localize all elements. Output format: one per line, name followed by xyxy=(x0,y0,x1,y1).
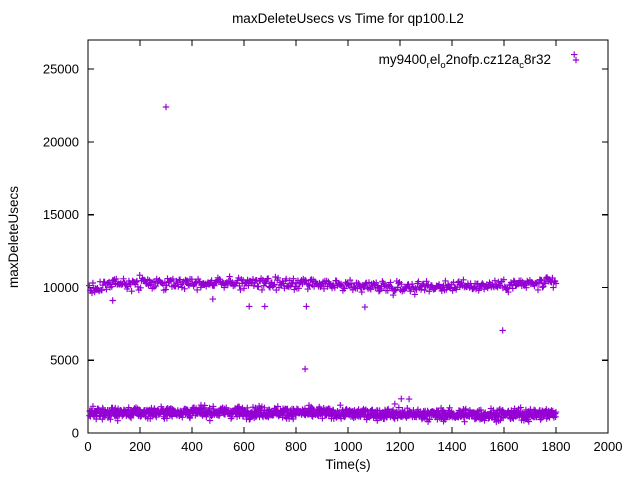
legend[interactable]: my9400relo2nofp.cz12ac8r32 xyxy=(379,52,580,71)
y-tick-label: 5000 xyxy=(50,353,79,368)
x-tick-label: 1000 xyxy=(334,439,363,454)
legend-series-label: my9400relo2nofp.cz12ac8r32 xyxy=(379,52,551,71)
x-axis-ticks: 0 200 400 600 800 1000 1200 1400 1600 1800 2000 xyxy=(84,40,622,454)
x-tick-label: 1800 xyxy=(542,439,571,454)
x-tick-label: 200 xyxy=(129,439,151,454)
y-tick-label: 25000 xyxy=(43,62,79,77)
y-tick-label: 0 xyxy=(72,426,79,441)
x-tick-label: 800 xyxy=(285,439,307,454)
legend-marker-icon xyxy=(572,56,580,64)
chart-title: maxDeleteUsecs vs Time for qp100.L2 xyxy=(232,11,464,26)
x-tick-label: 1400 xyxy=(438,439,467,454)
x-tick-label: 1200 xyxy=(386,439,415,454)
plot-frame xyxy=(87,39,609,434)
x-tick-label: 600 xyxy=(233,439,255,454)
y-axis-label: maxDeleteUsecs xyxy=(6,186,21,288)
y-tick-label: 20000 xyxy=(43,134,79,149)
x-tick-label: 0 xyxy=(84,439,91,454)
data-points-layer xyxy=(86,51,578,426)
y-tick-label: 10000 xyxy=(43,280,79,295)
x-axis-label: Time(s) xyxy=(325,457,370,472)
y-tick-label: 15000 xyxy=(43,207,79,222)
x-tick-label: 1600 xyxy=(490,439,519,454)
x-tick-label: 2000 xyxy=(594,439,623,454)
x-tick-label: 400 xyxy=(181,439,203,454)
y-axis-ticks: 0 5000 10000 15000 20000 25000 xyxy=(43,62,608,441)
